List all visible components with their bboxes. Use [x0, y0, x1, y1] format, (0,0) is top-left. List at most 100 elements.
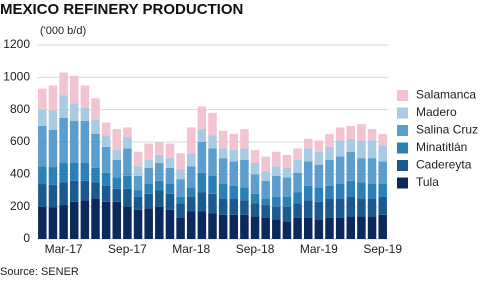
bar-segment	[91, 198, 100, 239]
bar-segment	[165, 167, 175, 185]
bar-segment	[155, 180, 164, 191]
bar-segment	[165, 158, 175, 168]
bar-segment	[240, 129, 249, 149]
bar-segment	[155, 154, 164, 164]
bar-segment	[303, 200, 313, 218]
bar-segment	[218, 198, 228, 215]
bar-segment	[314, 164, 324, 188]
bar-segment	[250, 193, 260, 204]
bar-segment	[112, 188, 122, 202]
bar-segment	[112, 150, 122, 160]
bar-segment	[346, 138, 356, 152]
bar-segment	[346, 216, 356, 239]
bar-segment	[176, 203, 185, 218]
legend-label: Tula	[416, 175, 439, 189]
bar-segment	[229, 150, 239, 162]
bar-segment	[155, 190, 164, 207]
bar-segment	[48, 167, 58, 185]
y-tick-label: 1200	[3, 37, 30, 51]
legend-swatch	[397, 177, 408, 189]
bar-segment	[378, 161, 387, 185]
bar-segment	[325, 159, 334, 186]
bar-segment	[144, 184, 153, 194]
bar-segment	[48, 85, 58, 111]
bar-segment	[69, 163, 79, 181]
bar-segment	[48, 129, 58, 168]
bar-segment	[69, 75, 79, 104]
bar-segment	[218, 158, 228, 185]
bar-segment	[38, 166, 47, 185]
bar-segment	[48, 207, 58, 239]
bar-segment	[91, 133, 100, 168]
bar-segment	[144, 143, 153, 160]
legend-label: Salamanca	[416, 88, 476, 102]
bar-segment	[240, 148, 249, 160]
bar-segment	[346, 180, 356, 197]
bar-segment	[38, 88, 47, 110]
x-tick-label: Sep-19	[363, 242, 402, 256]
bar-segment	[165, 184, 175, 194]
bar-segment	[80, 200, 90, 239]
chart-title: MEXICO REFINERY PRODUCTION	[0, 1, 243, 18]
bar-segment	[282, 196, 292, 207]
bar-segment	[80, 180, 90, 201]
bar-segment	[367, 216, 377, 239]
bar-segment	[282, 167, 292, 178]
bar-segment	[197, 192, 207, 212]
bar-segment	[335, 140, 345, 157]
bar-segment	[123, 127, 132, 138]
bar-segment	[378, 184, 387, 197]
legend-swatch	[397, 125, 408, 136]
bar-segment	[293, 203, 302, 218]
bar-segment	[197, 211, 207, 239]
bar-segment	[59, 117, 68, 164]
bar-segment	[314, 219, 324, 239]
bar-segment	[303, 138, 313, 149]
bar-segment	[378, 196, 387, 215]
bar-segment	[293, 172, 302, 193]
bar-segment	[378, 133, 387, 146]
bar-segment	[314, 151, 324, 165]
bar-segment	[186, 127, 196, 154]
bar-segment	[346, 125, 356, 139]
bar-segment	[367, 129, 377, 141]
bar-segment	[176, 196, 185, 204]
bar-segment	[176, 153, 185, 170]
bar-segment	[357, 158, 366, 183]
bar-segment	[325, 217, 334, 239]
bar-segment	[208, 148, 217, 176]
bar-segment	[229, 198, 239, 215]
bar-segment	[123, 188, 132, 207]
bar-segment	[293, 148, 302, 160]
bar-segment	[80, 85, 90, 109]
bar-segment	[240, 200, 249, 215]
bar-segment	[101, 201, 111, 239]
bar-segment	[367, 140, 377, 159]
bar-segment	[335, 217, 345, 239]
bar-segment	[378, 214, 387, 239]
bar-segment	[272, 196, 281, 207]
bar-segment	[91, 119, 100, 134]
legend-label: Madero	[416, 105, 457, 119]
bar-segment	[272, 206, 281, 220]
bar-segment	[272, 175, 281, 197]
bar-segment	[59, 205, 68, 239]
bar-segment	[367, 158, 377, 185]
legend-label: Cadereyta	[416, 158, 472, 172]
bar-segment	[144, 193, 153, 209]
bar-segment	[144, 167, 153, 185]
bar-segment	[208, 213, 217, 239]
bar-segment	[59, 72, 68, 96]
bar-segment	[229, 161, 239, 186]
bar-segment	[303, 148, 313, 162]
bar-segment	[367, 198, 377, 217]
legend-swatch	[397, 90, 408, 101]
bar-segment	[335, 184, 345, 199]
bar-segment	[48, 110, 58, 130]
bar-segment	[272, 219, 281, 239]
bar-segment	[367, 184, 377, 199]
bar-segment	[208, 193, 217, 214]
x-tick-label: Sep-17	[108, 242, 147, 256]
bar-segment	[112, 159, 122, 178]
bar-segment	[48, 184, 58, 208]
